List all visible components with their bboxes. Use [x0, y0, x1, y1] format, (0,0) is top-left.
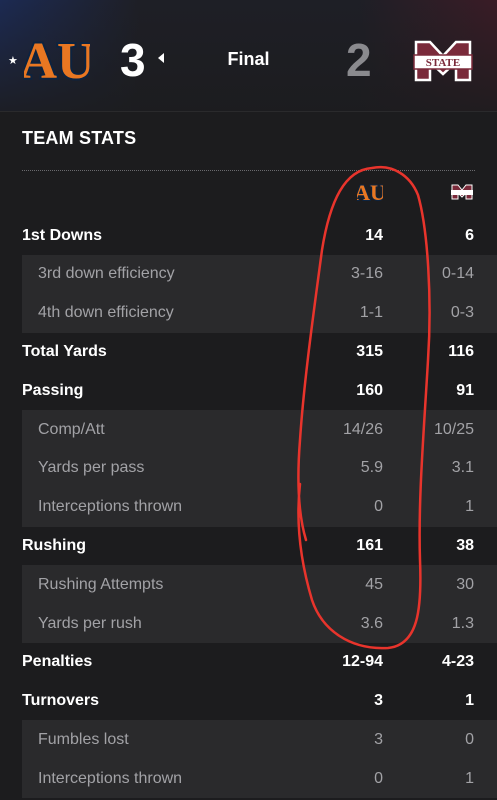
- stat-row: Total Yards 315 116: [22, 332, 497, 371]
- auburn-column-logo-letters: AU: [357, 180, 383, 202]
- divider: [22, 170, 475, 171]
- scoreboard-header: ★ AU AU 3 Final 2 STATE: [0, 0, 497, 112]
- auburn-logo-outline: AU: [24, 34, 90, 84]
- stat-row: Interceptions thrown 0 1: [22, 487, 497, 527]
- stat-row: Interceptions thrown 0 1: [22, 759, 497, 799]
- home-stat-value: 315: [356, 342, 383, 360]
- msu-banner-text: STATE: [426, 57, 460, 69]
- stat-label: 4th down efficiency: [38, 304, 174, 322]
- auburn-column-logo-icon: AU AU: [357, 180, 383, 202]
- stat-row: Fumbles lost 3 0: [22, 720, 497, 760]
- auburn-logo[interactable]: AU AU: [24, 34, 90, 84]
- home-stat-value: 0: [374, 769, 383, 787]
- away-stat-value: 91: [456, 381, 474, 399]
- away-stat-value: 0-14: [441, 265, 474, 283]
- away-stat-value: 1: [465, 769, 474, 787]
- stat-row: Turnovers 3 1: [22, 682, 497, 721]
- home-stat-value: 12-94: [342, 653, 383, 671]
- stat-row: 3rd down efficiency 3-16 0-14: [22, 254, 497, 294]
- away-stat-value: 1: [465, 498, 474, 516]
- stat-row: 1st Downs 14 6: [22, 216, 497, 255]
- stat-row: Passing 160 91: [22, 371, 497, 410]
- away-score: 2: [346, 34, 372, 86]
- home-stat-value: 14: [365, 226, 383, 244]
- stat-label: Total Yards: [22, 342, 107, 360]
- away-stat-value: 1: [465, 692, 474, 710]
- away-stat-value: 1.3: [451, 614, 474, 632]
- home-stat-value: 3-16: [350, 265, 383, 283]
- away-stat-value: 4-23: [441, 653, 474, 671]
- stat-label: Interceptions thrown: [38, 498, 183, 516]
- home-stat-value: 14/26: [342, 420, 383, 438]
- home-stat-value: 1-1: [359, 304, 383, 322]
- home-score: 3: [120, 34, 146, 86]
- stat-label: Turnovers: [22, 692, 100, 710]
- home-stat-value: 160: [356, 381, 383, 399]
- stat-label: Rushing Attempts: [38, 575, 164, 593]
- home-stat-value: 0: [374, 498, 383, 516]
- winner-arrow-icon: [158, 53, 164, 63]
- stat-label: Interceptions thrown: [38, 769, 183, 787]
- stat-row: Yards per rush 3.6 1.3: [22, 604, 497, 643]
- team-stats-title: TEAM STATS: [22, 128, 137, 148]
- away-stat-value: 0-3: [450, 304, 474, 322]
- mississippi-state-logo[interactable]: STATE: [410, 38, 476, 84]
- stat-row: Yards per pass 5.9 3.1: [22, 448, 497, 488]
- stat-label: Yards per pass: [38, 459, 145, 477]
- msu-banner: [413, 54, 473, 70]
- away-stat-value: 116: [448, 342, 474, 360]
- stat-row: Rushing Attempts 45 30: [22, 565, 497, 605]
- home-stat-value: 161: [356, 536, 383, 554]
- away-stat-value: 0: [465, 730, 474, 748]
- home-stat-value: 3: [374, 730, 383, 748]
- away-stat-value: 3.1: [451, 459, 474, 477]
- game-status: Final: [227, 49, 270, 69]
- stat-label: Fumbles lost: [38, 730, 129, 748]
- away-stat-value: 6: [465, 226, 474, 244]
- home-stat-value: 5.9: [360, 459, 383, 477]
- stat-row: Rushing 161 38: [22, 526, 497, 565]
- stat-label: 1st Downs: [22, 226, 103, 244]
- stat-label: Comp/Att: [38, 420, 105, 438]
- msu-column-banner: [451, 190, 473, 195]
- away-stat-value: 10/25: [433, 420, 474, 438]
- msu-column-logo-icon: [451, 184, 473, 200]
- stat-label: Passing: [22, 381, 84, 399]
- home-stat-value: 3.6: [360, 614, 383, 632]
- auburn-logo-letters: AU: [24, 34, 90, 84]
- stat-label: Penalties: [22, 653, 93, 671]
- stat-label: Yards per rush: [38, 614, 142, 632]
- rank-star-icon: ★: [8, 55, 18, 67]
- home-stat-value: 45: [365, 575, 383, 593]
- away-stat-value: 38: [456, 536, 474, 554]
- stat-label: 3rd down efficiency: [38, 265, 175, 283]
- home-stat-value: 3: [374, 692, 383, 710]
- stat-label: Rushing: [22, 536, 86, 554]
- away-stat-value: 30: [456, 575, 474, 593]
- stat-row: Comp/Att 14/26 10/25: [22, 410, 497, 449]
- stat-row: 4th down efficiency 1-1 0-3: [22, 293, 497, 333]
- stat-row: Penalties 12-94 4-23: [22, 643, 497, 682]
